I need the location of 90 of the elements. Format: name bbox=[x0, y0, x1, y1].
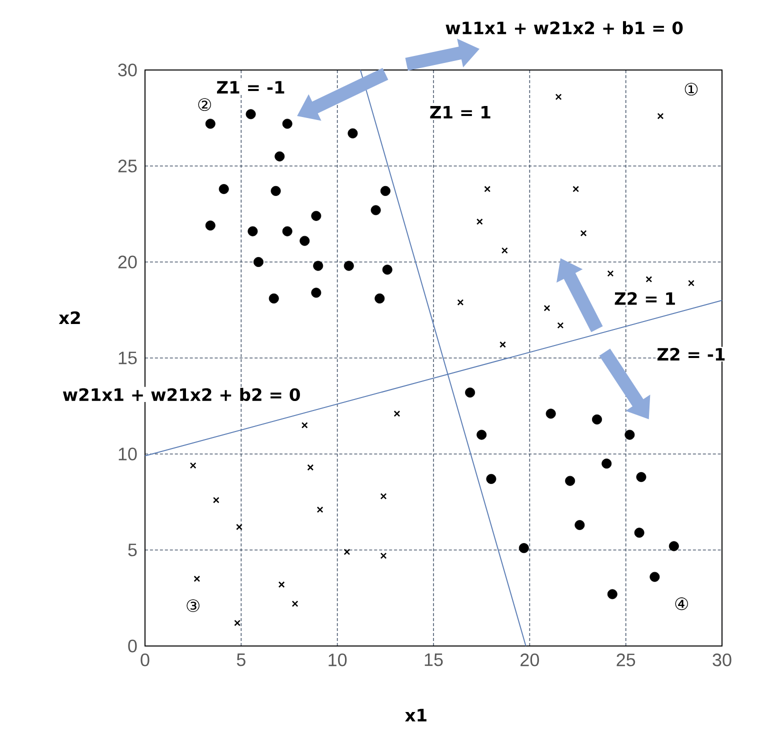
point bbox=[476, 430, 487, 440]
point bbox=[274, 151, 285, 162]
point bbox=[380, 552, 387, 559]
y-tick-label: 20 bbox=[118, 256, 137, 268]
point bbox=[313, 260, 324, 271]
point bbox=[248, 226, 258, 236]
point bbox=[344, 548, 350, 556]
point bbox=[580, 230, 587, 236]
point bbox=[394, 410, 400, 417]
point bbox=[592, 414, 602, 424]
annotation: ② bbox=[198, 98, 211, 111]
x-tick-label: 0 bbox=[140, 654, 150, 666]
point bbox=[602, 458, 612, 469]
text: w11x1 + w21x2 + b1 = 0 bbox=[446, 21, 683, 34]
annotation: ④ bbox=[675, 597, 688, 610]
point bbox=[374, 293, 385, 304]
point bbox=[457, 299, 464, 306]
annotation: w21x1 + w21x2 + b2 = 0 bbox=[62, 388, 300, 402]
point bbox=[236, 524, 242, 530]
point bbox=[190, 462, 196, 469]
point bbox=[668, 541, 679, 552]
annotation: ① bbox=[684, 82, 698, 96]
point bbox=[218, 184, 229, 194]
point bbox=[500, 341, 506, 348]
point bbox=[212, 496, 220, 504]
x-tick-label: 20 bbox=[520, 654, 539, 666]
point bbox=[688, 280, 694, 286]
point bbox=[370, 205, 381, 216]
point bbox=[316, 506, 324, 513]
point bbox=[301, 422, 308, 428]
point bbox=[636, 472, 646, 482]
point bbox=[572, 186, 580, 192]
point bbox=[555, 94, 562, 100]
point bbox=[205, 220, 216, 231]
point bbox=[486, 474, 496, 484]
point bbox=[557, 322, 564, 329]
point bbox=[646, 276, 652, 282]
point bbox=[607, 270, 614, 277]
point bbox=[194, 576, 200, 582]
y-tick-label: 5 bbox=[128, 544, 137, 556]
y-tick-label: 30 bbox=[118, 64, 137, 76]
point bbox=[380, 186, 390, 196]
x-tick-label: 5 bbox=[236, 654, 246, 666]
point bbox=[484, 186, 491, 192]
x-tick-label: 30 bbox=[712, 654, 732, 666]
point bbox=[634, 528, 644, 538]
y-axis-title: x2 bbox=[58, 311, 80, 324]
point bbox=[282, 118, 292, 129]
point bbox=[278, 581, 285, 588]
point bbox=[292, 600, 298, 607]
point bbox=[544, 304, 550, 312]
point bbox=[307, 464, 314, 471]
point bbox=[465, 388, 476, 398]
point bbox=[205, 118, 216, 129]
point bbox=[253, 257, 264, 267]
point bbox=[565, 476, 576, 486]
point bbox=[282, 226, 292, 236]
point bbox=[574, 520, 585, 530]
point bbox=[657, 112, 664, 120]
annotation: Z2 = 1 bbox=[614, 292, 675, 305]
y-tick-label: 15 bbox=[118, 352, 137, 364]
point bbox=[476, 218, 483, 225]
point bbox=[311, 210, 322, 221]
point bbox=[246, 109, 256, 120]
point bbox=[607, 589, 618, 600]
point bbox=[624, 430, 635, 440]
y-tick-label: 25 bbox=[118, 160, 137, 172]
y-tick-label: 0 bbox=[128, 640, 137, 652]
point bbox=[268, 293, 279, 304]
point bbox=[382, 264, 392, 275]
point bbox=[234, 620, 241, 626]
point bbox=[270, 186, 281, 196]
annotation: Z1 = 1 bbox=[430, 106, 490, 118]
annotation: ③ bbox=[186, 599, 200, 612]
x-tick-label: 10 bbox=[328, 654, 347, 666]
x-tick-label: 15 bbox=[424, 654, 443, 666]
point bbox=[518, 543, 529, 554]
point bbox=[348, 128, 358, 138]
y-tick-label: 10 bbox=[118, 448, 137, 460]
annotation: Z2 = -1 bbox=[657, 348, 725, 360]
point bbox=[344, 260, 354, 271]
point bbox=[650, 572, 660, 582]
point bbox=[380, 493, 387, 500]
point bbox=[546, 408, 556, 419]
x-axis-title: x1 bbox=[405, 708, 426, 722]
x-tick-label: 25 bbox=[616, 654, 636, 666]
point bbox=[311, 288, 322, 298]
point bbox=[300, 236, 310, 246]
annotation: Z1 = -1 bbox=[216, 81, 284, 94]
point bbox=[501, 247, 508, 254]
